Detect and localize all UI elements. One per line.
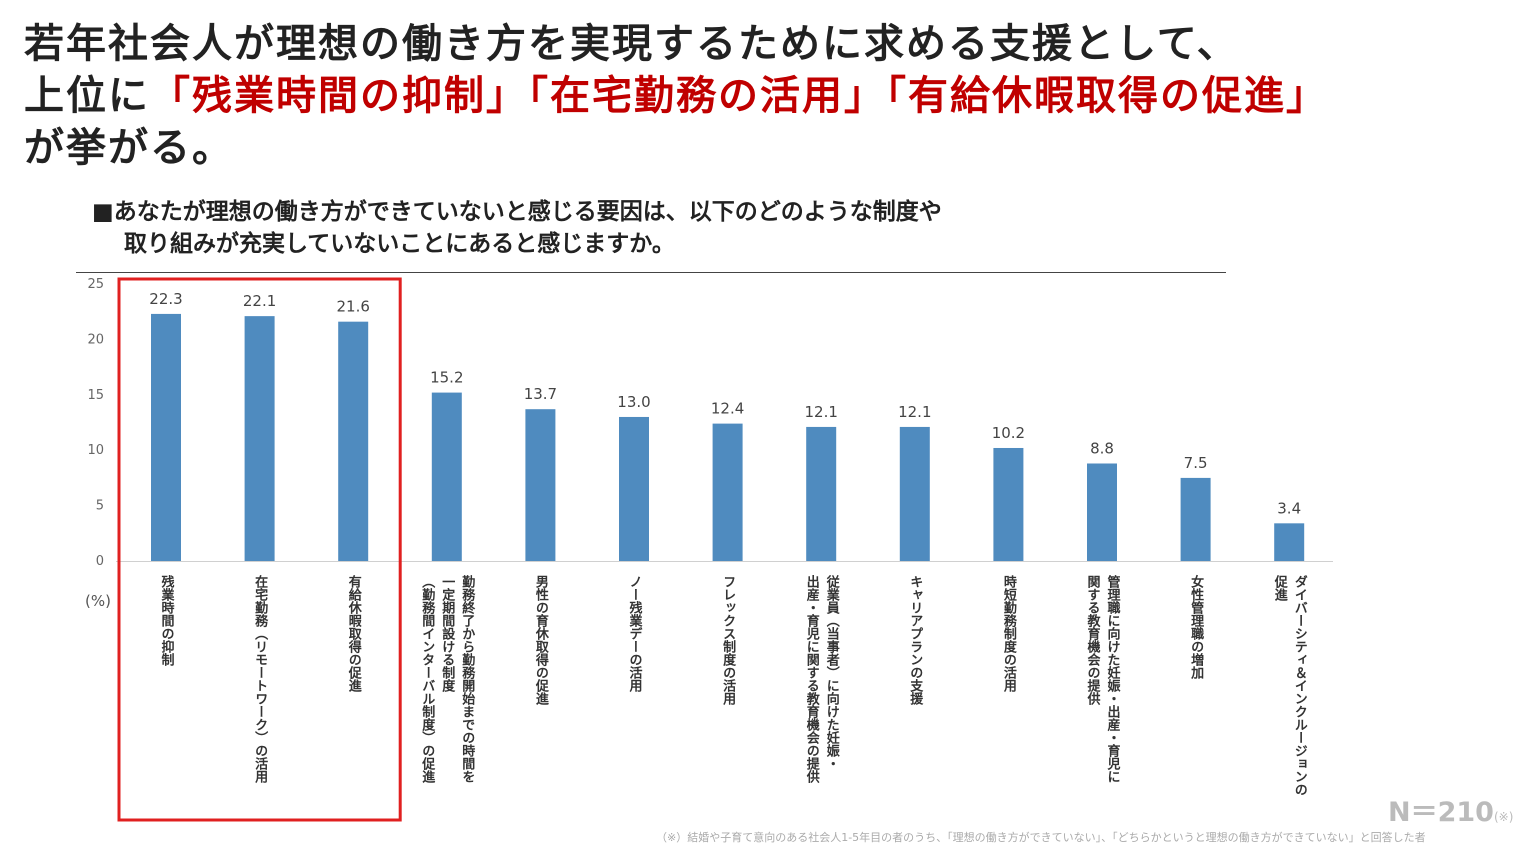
category-label: 残業時間の抑制 [159,574,176,667]
bar [1180,477,1211,561]
bar-value-label: 15.2 [430,369,463,387]
bar-value-label: 12.1 [898,403,931,421]
category-label: （勤務間インターバル制度）の促進 [419,575,436,784]
headline-line-1: 若年社会人が理想の働き方を実現するために求める支援として、 [24,21,1239,67]
footnote: （※）結婚や子育て意向のある社会人1-5年目の者のうち、「理想の働き方ができてい… [656,831,1426,844]
bar-value-label: 3.4 [1277,499,1301,517]
survey-question: ■あなたが理想の働き方ができていないと感じる要因は、以下のどのような制度や 取り… [92,196,942,260]
y-tick-label: 20 [87,332,104,347]
category-label: キャリアプランの支援 [907,575,924,706]
bar [619,416,649,561]
sample-size-value: N＝210 [1388,797,1494,828]
category-label: 時短勤務制度の活用 [1001,574,1018,693]
bar [151,313,181,561]
sample-size: N＝210(※) [1388,790,1513,829]
category-label: 促進 [1272,574,1289,602]
category-label: 勤務終了から勤務開始までの時間を [459,574,475,783]
category-label: ノー残業デーの活用 [627,575,644,693]
bar [244,316,275,561]
bar-value-label: 21.6 [336,298,369,316]
bar [525,409,556,561]
y-tick-label: 25 [87,277,104,292]
sample-size-mark: (※) [1493,810,1514,824]
bar [806,426,837,561]
bar-value-label: 12.1 [804,403,837,421]
y-tick-label: 10 [87,443,104,458]
headline-line-3: が挙がる。 [24,125,234,171]
bar [993,447,1024,561]
category-label: 一定期間設ける制度 [439,575,456,693]
category-label: 女性管理職の増加 [1188,574,1205,680]
bar [431,392,462,561]
headline-line-2: 上位に「残業時間の抑制」「在宅勤務の活用」「有給休暇取得の促進」 [24,70,1328,122]
category-label: 在宅勤務（リモートワーク）の活用 [252,574,269,784]
bar [1274,523,1305,561]
bar-value-label: 13.0 [617,393,650,411]
bar [712,423,743,561]
bar-value-label: 8.8 [1090,439,1114,457]
highlight-overtime: 「残業時間の抑制」 [150,73,528,119]
question-line-1: ■あなたが理想の働き方ができていないと感じる要因は、以下のどのような制度や [92,199,942,225]
bar-value-label: 7.5 [1184,454,1208,472]
bar-value-label: 22.3 [149,290,182,308]
highlight-remote: 「在宅勤務の活用」 [528,73,886,119]
bar-value-label: 13.7 [524,385,557,403]
category-label: ダイバーシティ＆インクルージョンの [1292,574,1308,796]
bar-value-label: 22.1 [243,292,276,310]
bar-value-label: 12.4 [711,400,744,418]
question-line-2: 取り組みが充実していないことにあると感じますか。 [124,231,675,257]
highlight-paid-leave: 「有給休暇取得の促進」 [886,73,1328,119]
bar-value-label: 10.2 [992,424,1025,442]
headline: 若年社会人が理想の働き方を実現するために求める支援として、 上位に「残業時間の抑… [24,18,1328,174]
category-label: 管理職に向けた妊娠・出産・育児に [1105,574,1122,783]
category-label: 関する教育機会の提供 [1085,575,1102,706]
y-tick-label: 5 [96,499,104,514]
bar [899,426,930,561]
chart-top-rule [76,272,1226,273]
y-tick-label: 15 [87,388,104,403]
headline-prefix: 上位に [24,73,150,119]
category-label: 男性の育休取得の促進 [533,575,550,706]
bar [1087,463,1117,561]
y-axis-unit: (%) [85,592,111,610]
bar [338,321,369,561]
highlight-box [117,277,402,822]
category-label: 出産・育児に関する教育機会の提供 [804,574,821,784]
y-tick-label: 0 [96,554,104,569]
category-label: 従業員（当事者）に向けた妊娠・ [824,574,841,770]
category-label: 有給休暇取得の促進 [346,574,363,693]
category-label: フレックス制度の活用 [720,575,737,706]
